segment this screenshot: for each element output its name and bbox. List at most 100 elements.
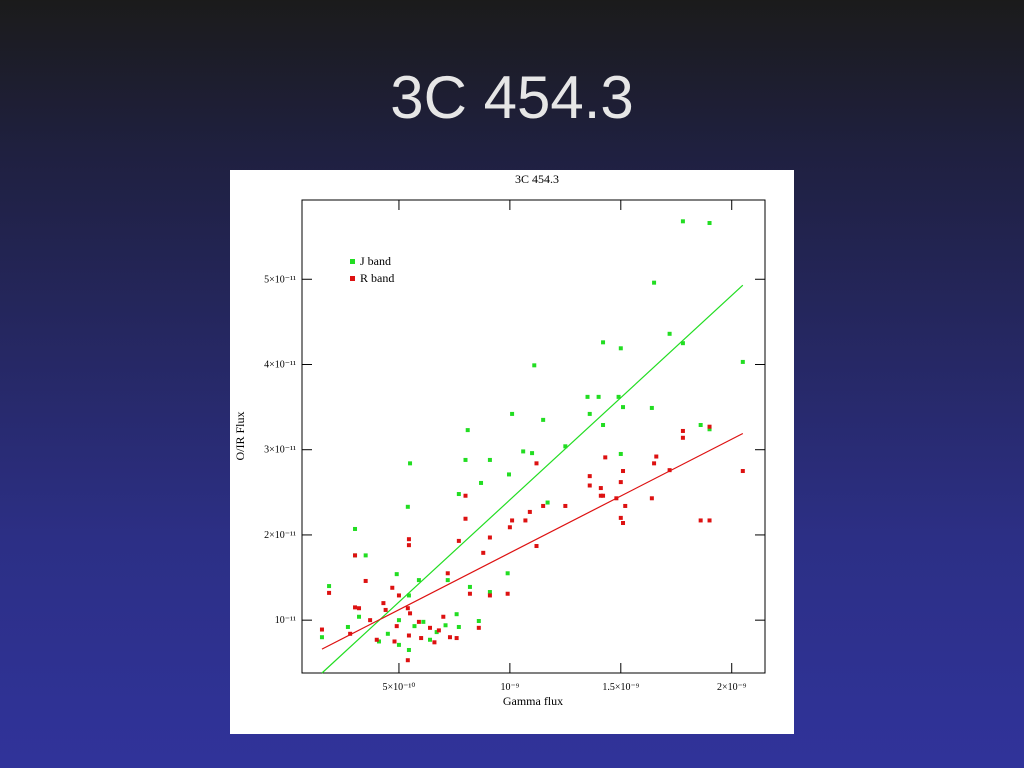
point	[621, 469, 626, 474]
legend-label: J band	[360, 254, 391, 268]
point	[649, 405, 654, 410]
point	[376, 639, 381, 644]
x-tick-label: 5×10⁻¹⁰	[382, 682, 415, 693]
x-tick-label: 10⁻⁹	[500, 682, 519, 693]
point	[601, 422, 606, 427]
point	[601, 340, 606, 345]
plot-frame	[301, 199, 766, 674]
point	[357, 614, 362, 619]
point	[353, 553, 358, 558]
point	[585, 394, 590, 399]
y-tick-label: 5×10⁻¹¹	[264, 274, 296, 285]
point	[541, 503, 546, 508]
point	[445, 571, 450, 576]
point	[530, 451, 535, 456]
point	[507, 525, 512, 530]
point	[363, 553, 368, 558]
point	[441, 614, 446, 619]
point	[532, 363, 537, 368]
x-axis-label: Gamma flux	[503, 694, 563, 708]
point	[447, 635, 452, 640]
point	[621, 521, 626, 526]
point	[740, 359, 745, 364]
y-tick-label: 2×10⁻¹¹	[264, 530, 296, 541]
point	[510, 411, 515, 416]
y-tick-label: 4×10⁻¹¹	[264, 359, 296, 370]
point	[534, 461, 539, 466]
point	[618, 480, 623, 485]
point	[405, 658, 410, 663]
point	[467, 591, 472, 596]
point	[394, 572, 399, 577]
point	[454, 612, 459, 617]
point	[416, 578, 421, 583]
point	[456, 492, 461, 497]
point	[563, 444, 568, 449]
x-tick-label: 1.5×10⁻⁹	[602, 682, 639, 693]
point	[618, 451, 623, 456]
point	[432, 640, 437, 645]
point	[740, 469, 745, 474]
point	[707, 221, 712, 226]
point	[667, 331, 672, 336]
point	[487, 593, 492, 598]
point	[587, 474, 592, 479]
point	[618, 346, 623, 351]
point	[327, 590, 332, 595]
point	[680, 219, 685, 224]
point	[680, 435, 685, 440]
legend-swatch	[350, 276, 355, 281]
fit-line	[321, 432, 744, 650]
point	[476, 625, 481, 630]
y-tick-label: 10⁻¹¹	[275, 615, 296, 626]
point	[394, 624, 399, 629]
point	[383, 607, 388, 612]
point	[445, 578, 450, 583]
point	[385, 631, 390, 636]
point	[363, 578, 368, 583]
point	[406, 633, 411, 638]
point	[707, 518, 712, 523]
point	[476, 619, 481, 624]
y-tick-label: 3×10⁻¹¹	[264, 445, 296, 456]
point	[406, 543, 411, 548]
point	[353, 526, 358, 531]
point	[412, 624, 417, 629]
point	[348, 631, 353, 636]
point	[406, 593, 411, 598]
point	[408, 461, 413, 466]
point	[621, 405, 626, 410]
point	[405, 606, 410, 611]
point	[319, 627, 324, 632]
point	[381, 601, 386, 606]
point	[454, 636, 459, 641]
chart-panel	[230, 170, 794, 734]
point	[456, 538, 461, 543]
point	[345, 624, 350, 629]
point	[487, 457, 492, 462]
point	[680, 428, 685, 433]
point	[456, 624, 461, 629]
legend-label: R band	[360, 271, 394, 285]
point	[707, 427, 712, 432]
point	[545, 500, 550, 505]
point	[487, 590, 492, 595]
point	[541, 417, 546, 422]
point	[428, 625, 433, 630]
point	[527, 509, 532, 514]
point	[587, 483, 592, 488]
point	[396, 618, 401, 623]
point	[618, 515, 623, 520]
point	[463, 493, 468, 498]
point	[436, 628, 441, 633]
point	[434, 630, 439, 635]
point	[479, 480, 484, 485]
point	[534, 544, 539, 549]
point	[396, 642, 401, 647]
y-axis-label: O/IR Flux	[233, 411, 247, 460]
point	[603, 455, 608, 460]
point	[523, 518, 528, 523]
point	[390, 585, 395, 590]
